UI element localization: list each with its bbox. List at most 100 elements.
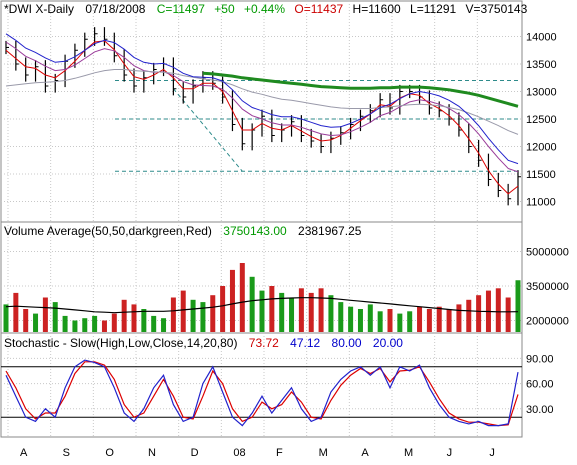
- price-axis-tick-label: 13000: [526, 87, 557, 99]
- stochastic-d-value: 47.12: [290, 336, 320, 350]
- open-label: O=11437: [294, 2, 343, 16]
- volume-bar: [377, 311, 383, 332]
- change-label: +50: [214, 2, 235, 16]
- volume-header-label: V=3750143: [466, 2, 528, 16]
- price-axis-tick-label: 13500: [526, 59, 557, 71]
- moving-average-line-ma_mid: [5, 41, 519, 173]
- volume-bar: [72, 320, 78, 332]
- volume-bar: [269, 286, 275, 332]
- x-axis-tick-label: F: [276, 447, 283, 459]
- volume-bar: [249, 276, 255, 332]
- volume-legend-value: 3750143.00: [223, 224, 287, 238]
- volume-bar: [426, 309, 432, 332]
- stochastic-axis-tick-label: 90.00: [526, 353, 554, 365]
- volume-bar: [367, 304, 373, 332]
- volume-bar: [348, 306, 354, 332]
- moving-average-line-ma_long_green: [202, 71, 519, 108]
- volume-bar: [407, 311, 413, 332]
- x-axis-tick-label: M: [404, 447, 413, 459]
- x-axis-tick-label: S: [63, 447, 70, 459]
- stochastic-legend-label: Stochastic - Slow(High,Low,Close,14,20,8…: [4, 336, 237, 350]
- volume-axis-tick-label: 3500000: [526, 281, 569, 293]
- volume-axis-tick-label: 5000000: [526, 247, 569, 259]
- volume-bar: [170, 297, 176, 332]
- date-label: 07/18/2008: [85, 2, 145, 16]
- volume-bar: [13, 292, 19, 332]
- volume-bar: [446, 309, 452, 332]
- volume-bar: [161, 318, 167, 332]
- volume-bar: [210, 295, 216, 332]
- volume-bar: [387, 309, 393, 332]
- volume-bar: [397, 313, 403, 332]
- stochastic-panel-frame: [0, 332, 523, 438]
- volume-average-line: [5, 297, 519, 314]
- price-axis-tick-label: 12000: [526, 142, 557, 154]
- volume-bar: [33, 313, 39, 332]
- stochastic-lower-value: 20.00: [373, 336, 403, 350]
- volume-bar: [417, 306, 423, 332]
- volume-average-value: 2381967.25: [298, 224, 362, 238]
- high-label: H=11600: [353, 2, 401, 16]
- volume-bar: [505, 297, 511, 332]
- volume-bar: [338, 302, 344, 332]
- x-axis-tick-label: J: [489, 447, 495, 459]
- volume-bar: [62, 315, 68, 332]
- low-label: L=11291: [410, 2, 456, 16]
- x-axis-tick-label: D: [191, 447, 199, 459]
- volume-bar: [436, 306, 442, 332]
- volume-bar: [52, 302, 58, 332]
- price-axis-tick-label: 14000: [526, 32, 557, 44]
- volume-bar: [229, 269, 235, 332]
- header-legend: *DWI X-Daily 07/18/2008 C=11497 +50 +0.4…: [4, 2, 528, 16]
- volume-bar: [495, 288, 501, 332]
- volume-bar: [279, 292, 285, 332]
- volume-bar: [318, 288, 324, 332]
- volume-bar: [82, 318, 88, 332]
- volume-bar: [239, 263, 245, 332]
- volume-bar: [200, 302, 206, 332]
- volume-bar: [111, 313, 117, 332]
- x-axis-tick-label: O: [105, 447, 114, 459]
- volume-bar: [515, 280, 521, 332]
- stochastic-axis-tick-label: 30.00: [526, 404, 554, 416]
- stochastic-k-line: [5, 359, 519, 427]
- stochastic-layer: [1, 359, 522, 427]
- x-axis-tick-label: A: [361, 447, 369, 459]
- x-axis-tick-label: M: [319, 447, 328, 459]
- volume-bar: [92, 315, 98, 332]
- volume-legend: Volume Average(50,50,darkgreen,Red) 3750…: [4, 224, 362, 238]
- volume-bar: [141, 309, 147, 332]
- volume-bar: [151, 315, 157, 332]
- volume-bar: [131, 304, 137, 332]
- volume-layer: [3, 263, 521, 332]
- trend-line: [173, 88, 243, 172]
- volume-bar: [3, 304, 9, 332]
- close-label: C=11497: [157, 2, 205, 16]
- price-axis-tick-label: 12500: [526, 114, 557, 126]
- change-pct-label: +0.44%: [244, 2, 285, 16]
- volume-legend-label: Volume Average(50,50,darkgreen,Red): [4, 224, 212, 238]
- stochastic-k-value: 73.72: [249, 336, 279, 350]
- volume-bar: [190, 299, 196, 332]
- volume-bar: [180, 290, 186, 332]
- volume-bar: [308, 292, 314, 332]
- volume-bar: [476, 295, 482, 332]
- stochastic-axis-tick-label: 60.00: [526, 379, 554, 391]
- volume-bar: [101, 320, 107, 332]
- volume-bar: [289, 297, 295, 332]
- x-axis-tick-label: J: [447, 447, 453, 459]
- x-axis-tick-label: A: [20, 447, 28, 459]
- volume-bar: [259, 290, 265, 332]
- volume-bar: [328, 295, 334, 332]
- stochastic-legend: Stochastic - Slow(High,Low,Close,14,20,8…: [4, 336, 403, 350]
- grid-layer: [1, 1, 522, 437]
- volume-bar: [23, 309, 29, 332]
- volume-bar: [220, 286, 226, 332]
- volume-bar: [121, 299, 127, 332]
- price-layer: [5, 27, 521, 206]
- symbol-label: *DWI X-Daily: [4, 2, 74, 16]
- volume-axis-tick-label: 2000000: [526, 316, 569, 328]
